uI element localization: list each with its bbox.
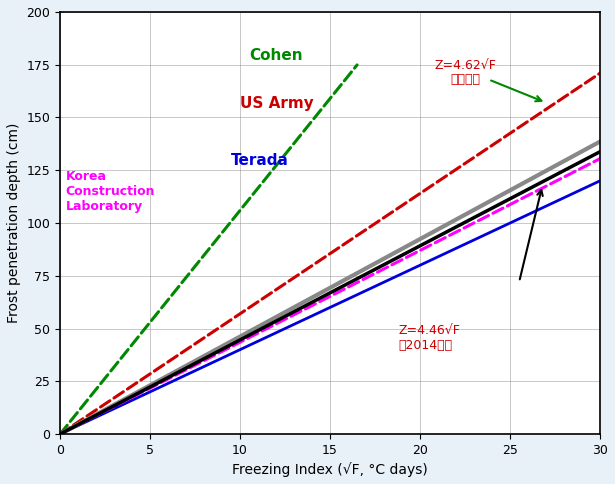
- Text: Cohen: Cohen: [249, 48, 303, 63]
- Text: Terada: Terada: [231, 153, 289, 168]
- Text: Korea
Construction
Laboratory: Korea Construction Laboratory: [65, 170, 155, 213]
- Text: US Army: US Army: [240, 96, 314, 111]
- Text: Z=4.62√F
（누적）: Z=4.62√F （누적）: [434, 59, 496, 86]
- X-axis label: Freezing Index (√F, °C days): Freezing Index (√F, °C days): [232, 462, 428, 477]
- Text: Z=4.46√F
（2014년）: Z=4.46√F （2014년）: [399, 324, 461, 352]
- Y-axis label: Frost penetration depth (cm): Frost penetration depth (cm): [7, 123, 21, 323]
